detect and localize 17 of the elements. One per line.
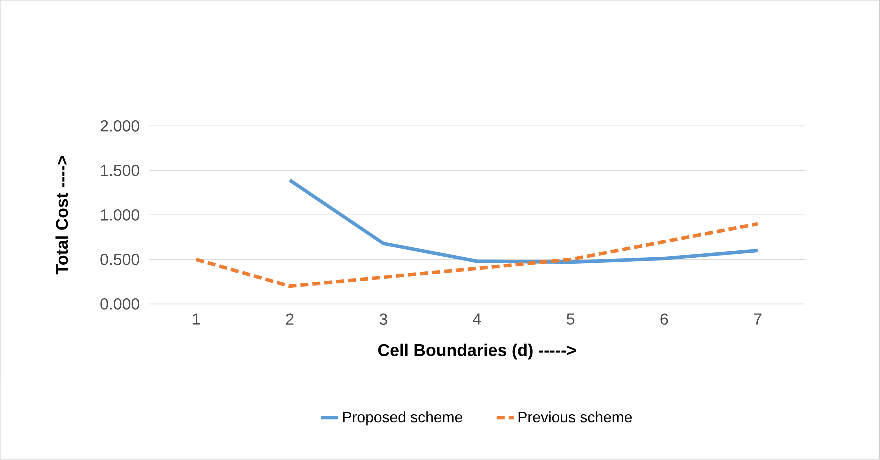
x-tick-label: 7 <box>754 314 762 325</box>
legend-label: Previous scheme <box>518 412 632 423</box>
y-tick-label: 2.000 <box>100 120 140 132</box>
x-axis-title: Cell Boundaries (d) -----> <box>378 344 576 360</box>
y-tick-label: 1.500 <box>101 165 140 176</box>
x-tick-label: 1 <box>193 314 200 325</box>
y-tick-label: 1.000 <box>101 210 140 221</box>
x-tick-label: 4 <box>473 314 482 325</box>
line-series <box>288 178 760 264</box>
legend-label: Proposed scheme <box>343 412 462 426</box>
x-tick-label: 2 <box>286 314 294 325</box>
y-tick-label: 0.500 <box>100 254 140 266</box>
x-tick-label: 6 <box>660 314 668 326</box>
x-tick-label: 3 <box>380 314 388 326</box>
x-tick-label: 5 <box>567 314 575 325</box>
y-tick-label: 0.000 <box>100 298 140 310</box>
y-axis-title: Total Cost ----> <box>56 156 68 275</box>
